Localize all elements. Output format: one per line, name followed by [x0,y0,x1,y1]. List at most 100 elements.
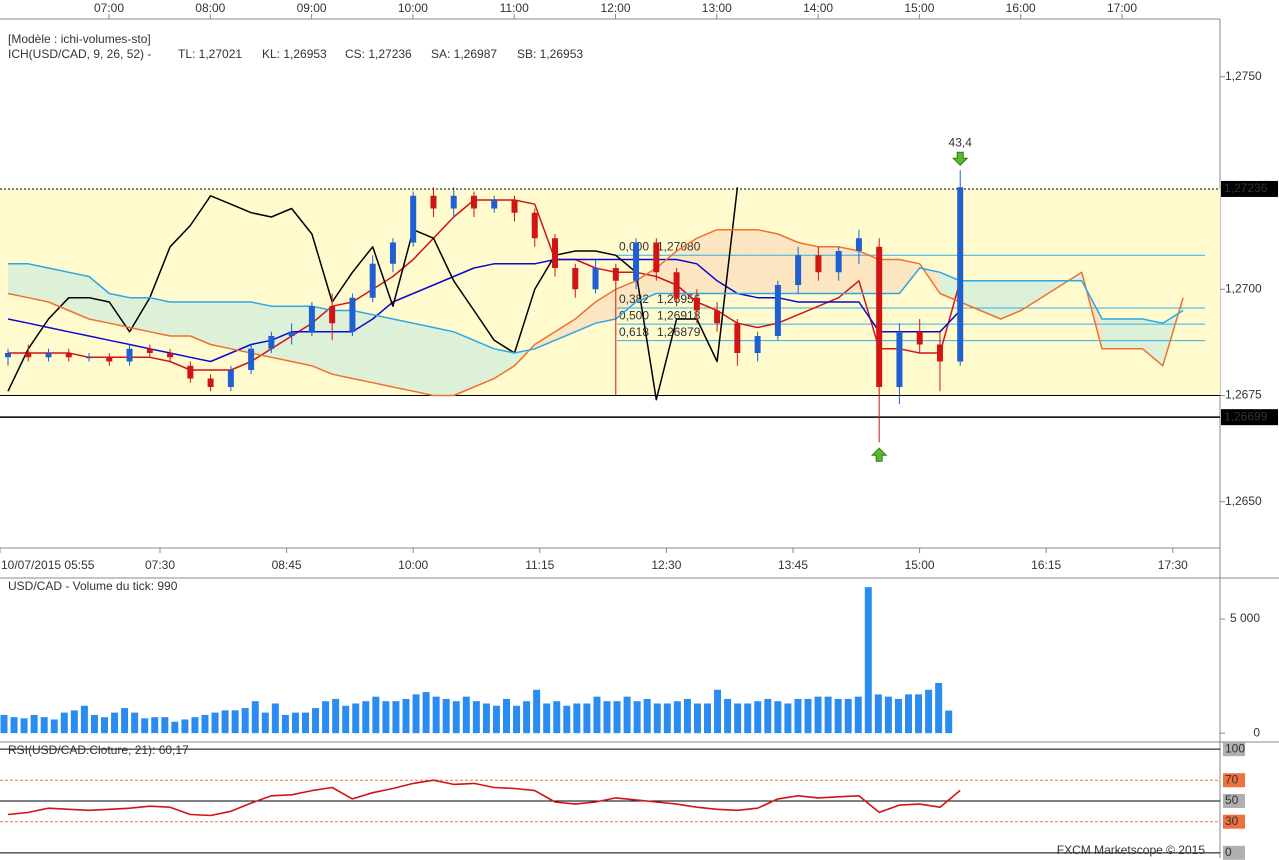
candle-body [916,331,923,345]
cloud [48,268,69,311]
volume-bar [724,698,732,734]
volume-bar [251,701,259,734]
volume-bar [131,712,139,734]
rsi-panel: 100 70 50 30 0 RSI(USD/CAD.Cloture, 21): 60,1… [0,741,1245,860]
volume-bar [935,682,943,734]
cloud [28,263,49,302]
cloud [757,229,778,294]
x-tick-label: 08:45 [272,558,302,572]
candle-body [288,331,295,336]
x-tick-label: 11:15 [525,558,554,572]
indicator-line [7,258,961,363]
volume-bar [0,714,8,734]
y-tick-label: 50 [1225,793,1239,807]
cloud [879,259,900,294]
x-tick-label: 17:30 [1158,558,1188,572]
candle-body [592,268,599,290]
level-label-bg [1221,409,1278,426]
x-tick-label: 07:00 [94,1,124,15]
volume-bar [221,710,229,734]
candle-body [531,212,538,239]
x-tick-label: 10:00 [398,558,428,572]
legend-entry: TL: 1,27021 [178,47,242,61]
volume-bar [583,703,591,734]
fib-ratio: 0,618 [619,325,649,339]
x-tick-label: 12:30 [651,558,681,572]
volume-bar [563,705,571,734]
volume-bar [312,708,320,734]
volume-bar [492,705,500,734]
volume-bar [141,718,149,734]
cloud [717,229,738,294]
candle-body [126,348,133,362]
candle-body [470,195,477,209]
cloud [291,306,312,366]
candle-body [187,365,194,379]
volume-bar [693,703,701,734]
volume-bar [302,712,309,734]
candle-body [795,255,802,285]
volume-bar [151,717,159,734]
candle-body [835,251,842,273]
candle-body [65,353,72,358]
volume-bar [764,698,772,734]
cloud [818,246,839,294]
cloud [696,229,718,294]
candle-body [5,353,11,358]
volume-bar [452,701,460,734]
cloud [555,319,576,341]
volume-bar [161,717,169,734]
volume-bar [101,717,108,734]
volume-bar [653,703,661,734]
candle-body [227,370,234,387]
panel-title: RSI(USD/CAD.Cloture, 21): 60,17 [8,743,189,757]
volume-bar [482,703,490,734]
y-tick-label: 30 [1225,814,1239,828]
candle-body [552,238,559,268]
volume-bar [322,701,330,734]
cloud [838,246,859,294]
volume-bar [915,694,923,734]
volume-bar [191,717,199,734]
indicator-line [8,199,961,371]
volume-bar [804,698,812,734]
volume-bar [884,696,892,734]
cloud [68,272,90,319]
candle-body [896,331,903,387]
level-label: 1,27236 [1224,181,1268,195]
level-label-bg [1221,180,1278,197]
cloud [595,289,616,324]
price-panel: 07:00 08:00 09:00 10:00 11:00 12:00 13:00 14:00… [0,1,1278,572]
cloud [210,302,231,349]
cloud [1021,280,1042,311]
volume-bar [543,703,551,734]
candle-body [248,348,255,370]
cloud [534,331,556,349]
volume-bar [30,714,38,734]
volume-bar [623,696,631,734]
volume-bar [422,692,430,734]
y-tick-bg [1223,793,1245,808]
y-tick-label: 70 [1225,772,1239,786]
volume-bar [905,694,912,734]
legend-entry: SB: 1,26953 [517,47,583,61]
volume-bar [281,714,289,734]
x-tick-label: 14:00 [803,1,833,15]
y-tick-bg [1223,814,1245,829]
footer: FXCM Marketscope © 2015 [1057,843,1206,857]
volume-bar [60,712,68,734]
cloud [636,268,657,302]
volume-bar [472,701,480,734]
volume-bar [20,718,28,734]
candle-body [876,246,883,387]
cloud [1122,319,1143,349]
x-tick-label: 16:15 [1031,558,1061,572]
legend-indicator: ICH(USD/CAD, 9, 26, 52) - [8,47,151,61]
volume-bar [111,712,119,734]
volume-bar [442,698,450,734]
volume-bar [673,701,681,734]
level-label: 1,26699 [1224,409,1268,423]
cloud [575,302,596,332]
candle-body [957,187,964,362]
candle-body [673,272,680,298]
